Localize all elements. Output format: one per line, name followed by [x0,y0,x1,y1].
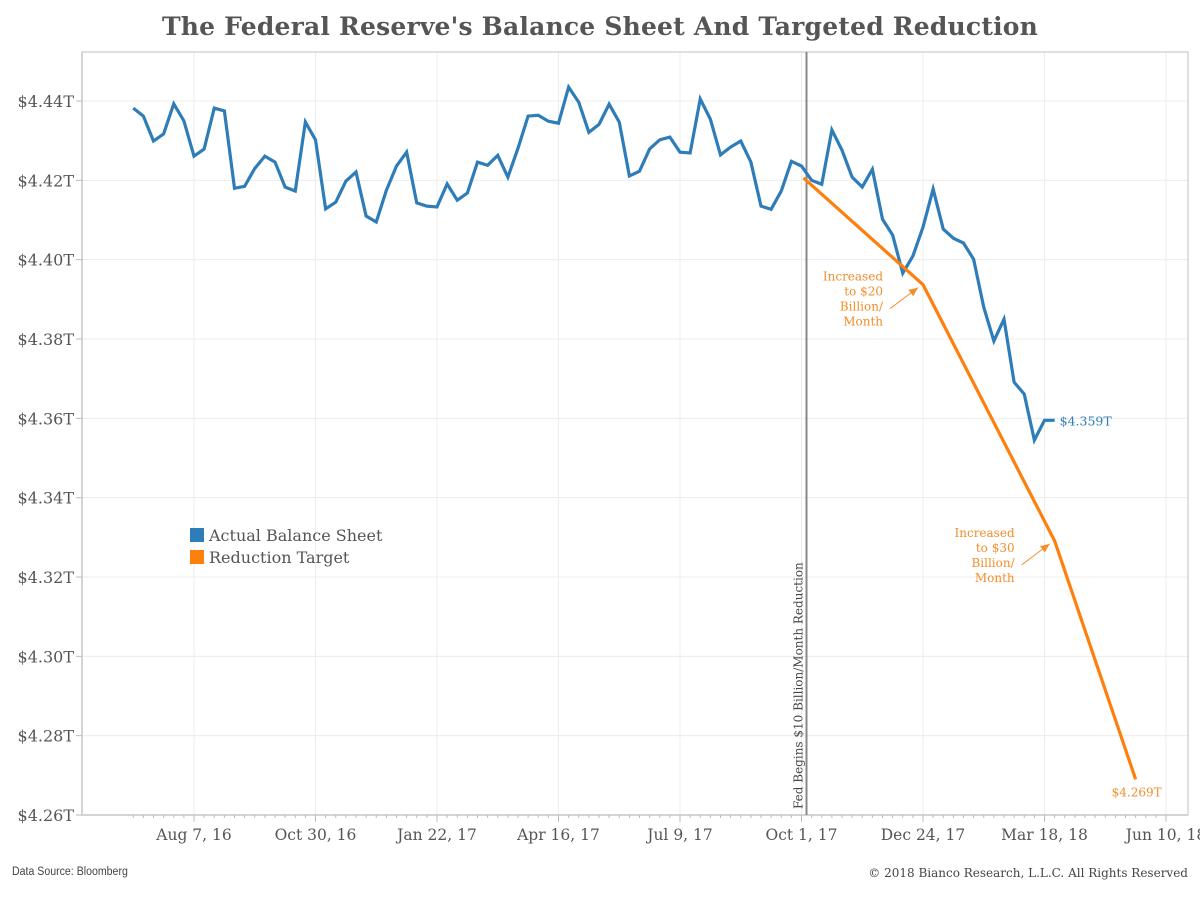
x-tick-label: Oct 30, 16 [275,826,357,844]
vertical-marker-label: Fed Begins $10 Billion/Month Reduction [792,562,806,809]
y-tick-label: $4.34T [18,489,75,508]
x-tick-label: Aug 7, 16 [155,826,231,844]
annotation-text-30b: to $30 [976,541,1015,555]
x-tick-label: Mar 18, 18 [1001,826,1088,844]
y-tick-label: $4.44T [18,92,75,111]
y-tick-label: $4.42T [18,171,75,190]
copyright: © 2018 Bianco Research, L.L.C. All Right… [868,866,1188,880]
x-tick-label: Apr 16, 17 [516,826,600,844]
chart-title: The Federal Reserve's Balance Sheet And … [161,12,1039,41]
x-tick-label: Oct 1, 17 [766,826,838,844]
y-tick-label: $4.38T [18,330,75,349]
legend-label: Reduction Target [209,548,350,567]
annotation-arrow-20b-head [908,287,918,297]
data-source: Data Source: Bloomberg [12,866,128,878]
annotation-text-30b: Increased [955,526,1015,540]
series-line-reduction-target [802,176,1138,780]
series-line-actual-balance-sheet [132,83,1055,445]
series-layer [132,83,1138,780]
x-tick-label: Dec 24, 17 [881,826,966,844]
x-axis: Aug 7, 16 Oct 30, 16 Jan 22, 17 Apr 16, 17 J… [82,814,1200,844]
y-tick-label: $4.36T [18,409,75,428]
y-tick-label: $4.32T [18,568,75,587]
annotation-text-30b: Month [975,571,1015,585]
legend-label: Actual Balance Sheet [208,526,383,545]
y-tick-label: $4.40T [18,251,75,270]
x-tick-label: Jul 9, 17 [645,826,713,844]
annotation-text-20b: Billion/ [840,300,884,314]
annotation-text-20b: Month [843,315,883,329]
annotation-text-20b: to $20 [844,285,883,299]
end-label-target: $4.269T [1112,785,1162,799]
end-label-actual: $4.359T [1060,413,1113,428]
legend-swatch [190,550,204,564]
annotation-text-20b: Increased [823,270,883,284]
y-tick-label: $4.28T [18,727,75,746]
annotation-text-30b: Billion/ [971,556,1015,570]
legend: Actual Balance Sheet Reduction Target [190,526,383,567]
y-tick-label: $4.30T [18,647,75,666]
y-tick-label: $4.26T [18,806,75,825]
plot-frame [81,51,1189,816]
annotation-arrow-30b-head [1040,543,1050,553]
x-tick-label: Jan 22, 17 [395,826,477,844]
y-axis: $4.44T $4.42T $4.40T $4.38T $4.36T $4.34T $4.3… [18,52,83,825]
legend-swatch [190,528,204,542]
x-tick-label: Jun 10, 18 [1124,826,1200,844]
gridlines [82,52,1188,816]
